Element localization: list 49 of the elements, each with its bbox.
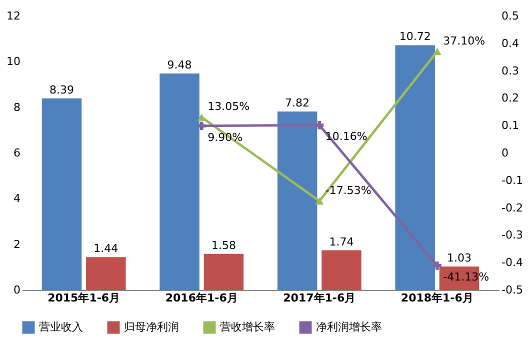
y2-tick-label: 0.1 <box>502 119 519 132</box>
data-label: 37.10% <box>443 34 486 48</box>
bar <box>42 98 82 290</box>
legend-label: 营收增长率 <box>220 320 275 334</box>
data-label: 7.82 <box>285 96 310 110</box>
bar <box>395 45 435 290</box>
data-label: 1.03 <box>447 251 472 264</box>
point <box>315 197 324 205</box>
y2-tick-label: -0.1 <box>502 174 523 187</box>
data-label: 10.72 <box>399 30 431 44</box>
x-tick-label: 2018年1-6月 <box>400 292 474 304</box>
bar <box>86 257 126 290</box>
point <box>197 114 206 121</box>
x-tick-label: 2015年1-6月 <box>48 292 120 304</box>
legend-label: 归母净利润 <box>124 320 179 334</box>
point <box>197 122 206 130</box>
legend-label: 营业收入 <box>39 320 83 334</box>
bar <box>277 111 318 290</box>
y2-tick-label: 0.2 <box>502 92 519 105</box>
y2-tick-label: -0.4 <box>502 256 523 270</box>
y-tick-label: 8 <box>14 100 20 114</box>
bar <box>204 254 244 290</box>
y-tick-label: 2 <box>14 238 20 251</box>
y2-tick-label: 0 <box>502 146 508 160</box>
y2-tick-label: -0.5 <box>502 284 523 296</box>
y2-tick-label: 0.4 <box>502 36 519 50</box>
data-label: 1.44 <box>94 242 118 256</box>
y2-tick-label: -0.3 <box>502 228 523 242</box>
bar <box>160 74 200 290</box>
point <box>315 120 324 130</box>
x-tick-label: 2017年1-6月 <box>283 292 356 304</box>
y-tick-label: 4 <box>14 192 20 206</box>
legend-label: 净利润增长率 <box>316 320 382 334</box>
point <box>432 48 442 55</box>
y2-tick-label: 0.3 <box>502 64 519 78</box>
data-label: 8.39 <box>50 83 74 96</box>
x-tick-label: 2016年1-6月 <box>165 292 238 304</box>
y-tick-label: 0 <box>14 284 20 296</box>
y2-tick-label: 0.5 <box>502 10 519 22</box>
y2-tick-label: -0.2 <box>502 201 523 214</box>
point <box>432 262 442 270</box>
data-label: 1.58 <box>211 238 236 252</box>
data-label: 1.74 <box>329 235 354 248</box>
data-label: 9.48 <box>167 58 192 72</box>
y-tick-label: 10 <box>6 55 20 68</box>
bar <box>322 250 362 290</box>
data-label: 13.05% <box>208 100 250 114</box>
y-tick-label: 6 <box>14 146 20 160</box>
y-tick-label: 12 <box>6 10 20 22</box>
